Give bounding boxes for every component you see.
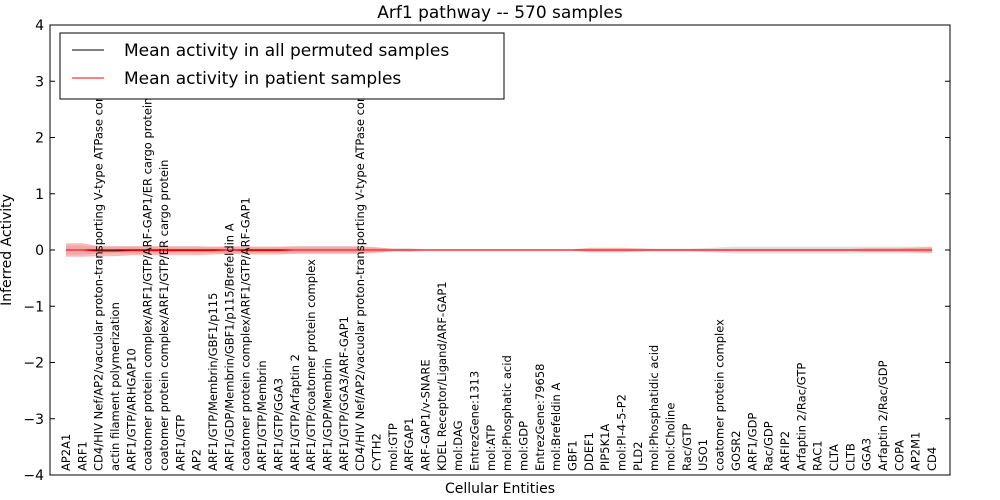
legend-label-permuted: Mean activity in all permuted samples bbox=[124, 41, 449, 61]
entity-label: coatomer protein complex/ARF1/GTP/ARF-GA… bbox=[239, 197, 253, 471]
entity-label: ARF1/GDP/Membrin/GBF1/p115/Brefeldin A bbox=[222, 223, 236, 471]
entity-label: mol:Phosphatidic acid bbox=[647, 345, 661, 471]
entity-label: mol:Phosphatic acid bbox=[500, 355, 514, 471]
y-tick-label: −3 bbox=[23, 412, 44, 428]
y-axis-label: Inferred Activity bbox=[0, 194, 15, 306]
entity-label: Rac/GTP bbox=[680, 423, 694, 471]
entity-label: GGA3 bbox=[860, 438, 874, 471]
y-tick-label: −2 bbox=[23, 356, 44, 372]
entity-label: Arfaptin 2/Rac/GTP bbox=[794, 363, 808, 471]
entity-label: coatomer protein complex bbox=[713, 319, 727, 471]
y-tick-label: 0 bbox=[35, 243, 44, 259]
entity-label: ARFIP2 bbox=[778, 431, 792, 471]
entity-label: COPA bbox=[892, 440, 906, 471]
entity-label: AP2M1 bbox=[909, 432, 923, 471]
entity-label: mol:ATP bbox=[484, 425, 498, 471]
entity-label: CD4/HIV Nef/AP2/vacuolar proton-transpor… bbox=[353, 66, 367, 471]
y-tick-label: 2 bbox=[35, 131, 44, 147]
entity-label: mol:Choline bbox=[664, 403, 678, 471]
entity-label: CD4 bbox=[925, 447, 939, 471]
entity-label: USO1 bbox=[696, 439, 710, 471]
entity-labels: AP2A1 ARF1 CD4/HIV Nef/AP2/vacuolar proton… bbox=[59, 66, 939, 471]
legend-box bbox=[59, 32, 505, 100]
entity-label: CLTB bbox=[843, 443, 857, 471]
entity-label: mol:Brefeldin A bbox=[549, 382, 563, 471]
entity-label: mol:GTP bbox=[386, 423, 400, 471]
y-tick-label: 3 bbox=[35, 74, 44, 90]
entity-label: ARF1/GDP bbox=[745, 413, 759, 471]
y-tick-label: −4 bbox=[23, 468, 44, 484]
entity-label: EntrezGene:79658 bbox=[533, 364, 547, 471]
entity-label: EntrezGene:1313 bbox=[468, 371, 482, 471]
entity-label: Arfaptin 2/Rac/GDP bbox=[876, 360, 890, 471]
entity-label: ARF1/GTP/Membrin bbox=[255, 360, 269, 471]
entity-label: ARF1 bbox=[75, 441, 89, 471]
entity-label: CYTH2 bbox=[370, 433, 384, 471]
series-line-patient bbox=[66, 249, 932, 252]
entity-label: AP2A1 bbox=[59, 434, 73, 471]
entity-label: PIP5K1A bbox=[598, 424, 612, 471]
entity-label: KDEL Receptor/Ligand/ARF-GAP1 bbox=[435, 281, 449, 471]
entity-label: DDEF1 bbox=[582, 432, 596, 471]
entity-label: coatomer protein complex/ARF1/GTP/ER car… bbox=[157, 160, 171, 471]
entity-label: ARF1/GTP/GGA3/ARF-GAP1 bbox=[337, 316, 351, 471]
legend-label-patient: Mean activity in patient samples bbox=[124, 69, 401, 89]
entity-label: ARFGAP1 bbox=[402, 417, 416, 471]
entity-label: actin filament polymerization bbox=[108, 302, 122, 471]
entity-label: ARF1/GTP bbox=[173, 415, 187, 471]
entity-label: ARF1/GTP/Arfaptin 2 bbox=[288, 354, 302, 471]
entity-label: ARF1/GTP/coatomer protein complex bbox=[304, 259, 318, 471]
entity-label: mol:GDP bbox=[517, 421, 531, 471]
y-axis-ticks: −4 −3 −2 −1 0 1 2 3 4 bbox=[23, 18, 950, 484]
entity-label: CD4/HIV Nef/AP2/vacuolar proton-transpor… bbox=[92, 66, 106, 471]
series-lines bbox=[66, 249, 932, 252]
entity-label: ARF-GAP1/v-SNARE bbox=[419, 359, 433, 471]
entity-label: coatomer protein complex/ARF1/GTP/ARF-GA… bbox=[141, 98, 155, 471]
entity-label: mol:DAG bbox=[451, 420, 465, 471]
entity-label: ARF1/GTP/Membrin/GBF1/p115 bbox=[206, 293, 220, 471]
chart-title: Arf1 pathway -- 570 samples bbox=[377, 3, 623, 23]
legend: Mean activity in all permuted samples Me… bbox=[59, 32, 505, 100]
entity-label: CLTA bbox=[827, 444, 841, 471]
entity-label: ARF1/GTP/GGA3 bbox=[271, 378, 285, 471]
entity-label: Rac/GDP bbox=[762, 421, 776, 471]
entity-label: GOSR2 bbox=[729, 430, 743, 471]
entity-label: RAC1 bbox=[811, 440, 825, 471]
y-tick-label: 4 bbox=[35, 18, 44, 34]
y-tick-label: −1 bbox=[23, 299, 44, 315]
entity-label: ARF1/GDP/Membrin bbox=[320, 358, 334, 471]
x-axis-label: Cellular Entities bbox=[445, 481, 555, 497]
entity-label: ARF1/GTP/ARHGAP10 bbox=[124, 348, 138, 471]
entity-label: AP2 bbox=[190, 449, 204, 471]
entity-label: GBF1 bbox=[566, 440, 580, 471]
entity-label: mol:PI-4-5-P2 bbox=[615, 394, 629, 471]
entity-label: PLD2 bbox=[631, 441, 645, 471]
y-tick-label: 1 bbox=[35, 187, 44, 203]
